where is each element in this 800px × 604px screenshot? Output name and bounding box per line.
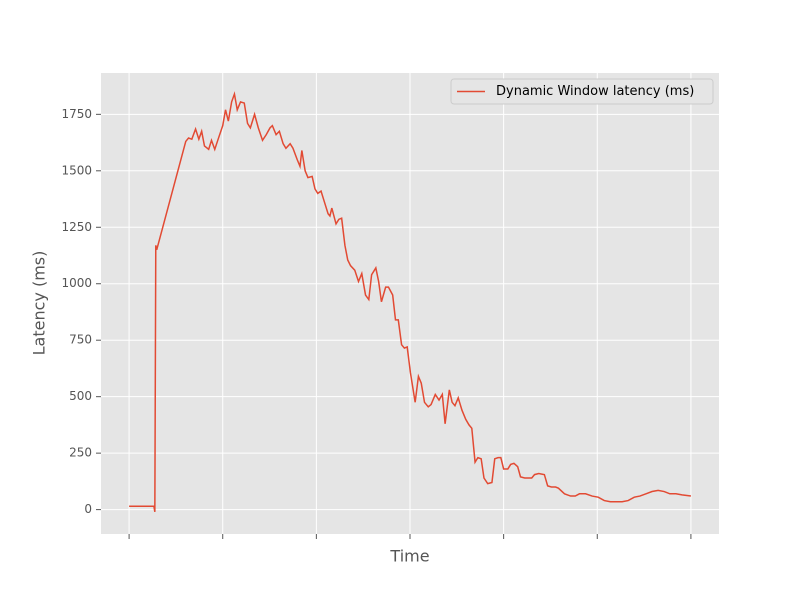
y-tick-label: 250: [69, 446, 92, 460]
legend-box: [450, 78, 714, 105]
y-tick-label: 750: [69, 333, 92, 347]
y-tick-label: 0: [84, 502, 92, 516]
grid: 0 250 500 750 1000 1250 1500 1750: [61, 73, 719, 539]
y-axis-label: Latency (ms): [30, 251, 49, 356]
y-tick-label: 1500: [61, 163, 92, 177]
y-tick-label: 500: [69, 389, 92, 403]
legend: Dynamic Window latency (ms): [450, 78, 714, 105]
y-tick-label: 1000: [61, 276, 92, 290]
x-axis-label: Time: [389, 547, 429, 566]
line-series: [129, 91, 692, 512]
legend-label: Dynamic Window latency (ms): [496, 84, 694, 99]
series-group: [129, 91, 692, 512]
y-tick-label: 1250: [61, 220, 92, 234]
y-tick-label: 1750: [61, 107, 92, 121]
